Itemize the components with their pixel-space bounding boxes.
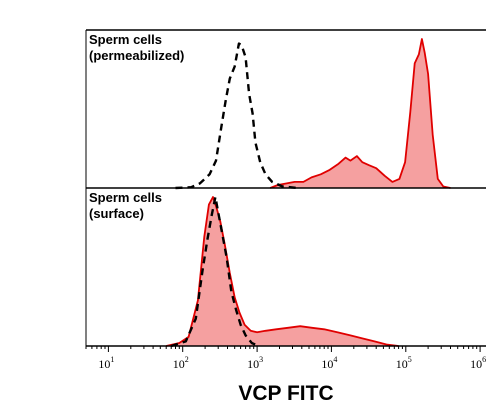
- x-tick-label-base: 10: [98, 357, 110, 371]
- histogram-panel-2: Sperm cells (surface): [85, 187, 486, 348]
- x-tick-label-base: 10: [470, 357, 482, 371]
- x-tick-label: 103: [247, 355, 263, 371]
- x-tick-label-exponent: 2: [185, 355, 189, 364]
- vcp-stained-histogram-line: [269, 38, 451, 189]
- x-tick-label-base: 10: [247, 357, 259, 371]
- panel-label-line: (permeabilized): [89, 48, 184, 63]
- control-histogram-dashed-line: [170, 195, 260, 348]
- x-tick-label-base: 10: [321, 357, 333, 371]
- x-tick-label-base: 10: [396, 357, 408, 371]
- x-tick-label-base: 10: [173, 357, 185, 371]
- panel-label: Sperm cells (permeabilized): [89, 32, 184, 63]
- panels-layer: Sperm cells (permeabilized)Sperm cells (su…: [85, 29, 486, 348]
- x-tick-label: 101: [98, 355, 114, 371]
- x-tick-label-exponent: 1: [110, 355, 114, 364]
- x-tick-label: 104: [321, 355, 337, 371]
- x-tick-label-exponent: 4: [333, 355, 337, 364]
- control-histogram-dashed-line: [175, 42, 298, 190]
- x-axis: 101 102 103 104 105 106: [85, 345, 486, 371]
- panel-label-line: (surface): [89, 206, 144, 221]
- vcp-stained-histogram-fill: [270, 39, 451, 188]
- vcp-stained-histogram-line: [165, 196, 399, 347]
- x-tick-label-exponent: 3: [259, 355, 263, 364]
- histogram-panel-1: Sperm cells (permeabilized): [85, 29, 486, 190]
- x-tick-label: 102: [173, 355, 189, 371]
- x-tick-label: 105: [396, 355, 412, 371]
- x-tick-label: 106: [470, 355, 486, 371]
- panel-label-line: Sperm cells: [89, 32, 162, 47]
- x-axis-label: VCP FITC: [238, 382, 333, 405]
- x-tick-label-exponent: 5: [408, 355, 412, 364]
- panel-label: Sperm cells (surface): [89, 190, 162, 221]
- vcp-stained-histogram-fill: [166, 197, 399, 346]
- panel-label-line: Sperm cells: [89, 190, 162, 205]
- x-tick-label-exponent: 6: [482, 355, 486, 364]
